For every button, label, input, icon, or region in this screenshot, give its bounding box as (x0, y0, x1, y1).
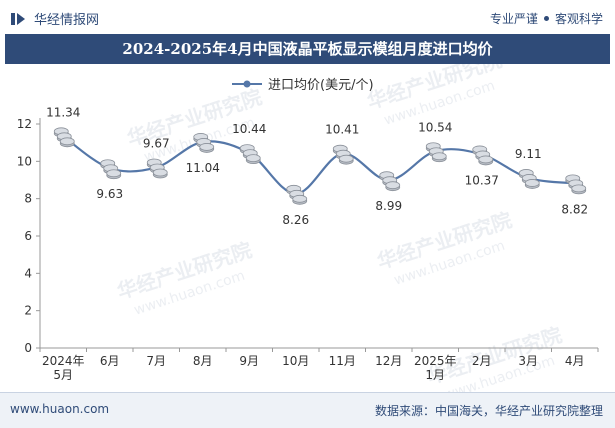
x-tick-label: 2024年 5月 (42, 354, 85, 382)
data-point (100, 159, 122, 180)
data-point (565, 174, 587, 195)
data-point (379, 171, 401, 192)
x-tick-label: 3月 (518, 354, 538, 368)
data-label: 11.04 (186, 161, 220, 175)
brand: 华经情报网 (10, 9, 99, 28)
tagline-left: 专业严谨 (489, 12, 538, 26)
data-label: 9.63 (96, 187, 123, 201)
data-point (239, 144, 261, 165)
tagline-dot-icon (543, 16, 549, 21)
coin-icon (199, 143, 215, 151)
x-tick-label-line: 2025年 (414, 354, 457, 368)
y-tick-label: 0 (24, 341, 32, 355)
brand-name: 华经情报网 (34, 13, 100, 28)
x-tick-label-line: 3月 (518, 354, 538, 368)
x-tick-label-line: 4月 (565, 354, 585, 368)
x-tick-label-line: 10月 (282, 354, 309, 368)
data-labels: 11.34 9.63 9.67 11.04 10.44 8.26 10.41 8.99 10.5… (46, 105, 588, 226)
coin-icon (431, 152, 447, 161)
coin-icon (478, 155, 494, 164)
x-tick-label: 11月 (329, 354, 356, 368)
x-tick-label-line: 8月 (193, 354, 213, 368)
data-label: 11.34 (46, 105, 80, 119)
data-label: 10.37 (465, 173, 499, 187)
y-tick-label: 4 (24, 266, 32, 280)
coin-icon (571, 184, 587, 193)
brand-logo-icon (11, 12, 25, 25)
data-label: 8.82 (561, 202, 588, 216)
x-tick-label: 2025年 1月 (414, 354, 457, 382)
legend: 进口均价(美元/个) (232, 78, 374, 93)
x-tick-label: 10月 (282, 354, 309, 368)
x-tick-label-line: 2月 (472, 354, 492, 368)
coin-icon (59, 137, 75, 146)
x-tick-label-line: 1月 (425, 368, 445, 382)
chart-title: 2024-2025年4月中国液晶平板显示模组月度进口均价 (5, 34, 610, 64)
tagline-right: 客观科学 (554, 12, 603, 26)
x-tick-label: 6月 (100, 354, 120, 368)
x-tick-label: 4月 (565, 354, 585, 368)
y-tick-label: 8 (24, 192, 32, 206)
x-tick-label-line: 7月 (146, 354, 166, 368)
y-tick-label: 6 (24, 229, 32, 243)
legend-label: 进口均价(美元/个) (268, 78, 374, 93)
tagline: 专业严谨 客观科学 (490, 10, 603, 27)
x-tick-label: 12月 (375, 354, 402, 368)
data-label: 9.11 (515, 147, 542, 161)
x-tick-label-line: 9月 (239, 354, 259, 368)
footer: www.huaon.com 数据来源：中国海关，华经产业研究院整理 (0, 392, 615, 428)
y-tick-label: 10 (17, 154, 32, 168)
data-label: 10.54 (418, 120, 452, 134)
series-layer (53, 127, 587, 205)
coin-icon (245, 154, 261, 163)
coin-icon (338, 154, 354, 163)
top-bar: 华经情报网 专业严谨 客观科学 (0, 0, 615, 34)
data-point (146, 158, 168, 179)
data-label: 9.67 (143, 136, 170, 150)
x-tick-label-line: 2024年 (42, 354, 85, 368)
data-point (286, 184, 308, 205)
x-tick-label-line: 11月 (329, 354, 356, 368)
x-tick-label: 9月 (239, 354, 259, 368)
x-tick-label: 2月 (472, 354, 492, 368)
coin-icon (524, 179, 540, 187)
x-tick-label: 7月 (146, 354, 166, 368)
x-tick-label-line: 12月 (375, 354, 402, 368)
data-point (332, 144, 354, 165)
x-tick-label-line: 6月 (100, 354, 120, 368)
y-tick-label: 2 (24, 304, 32, 318)
x-tick-label: 8月 (193, 354, 213, 368)
data-label: 8.26 (282, 213, 309, 227)
coin-icon (152, 168, 168, 177)
coin-icon (385, 181, 401, 190)
coin-icon (106, 169, 122, 178)
data-point (53, 127, 75, 148)
data-label: 10.44 (232, 122, 266, 136)
footer-url: www.huaon.com (10, 402, 110, 416)
data-point (193, 133, 215, 153)
axes: 0 2 4 6 8 10 12 2024年 5月 6月 7月 8月 9月 10月 11月 12月 2025年 1月… (17, 117, 599, 382)
data-point (472, 145, 494, 166)
data-point (518, 169, 540, 189)
coin-icon (292, 194, 308, 203)
data-point (425, 142, 447, 163)
y-tick-label: 12 (17, 117, 32, 131)
legend-marker-icon (243, 80, 251, 88)
data-label: 10.41 (325, 123, 359, 137)
footer-source: 数据来源：中国海关，华经产业研究院整理 (374, 404, 603, 418)
x-tick-label-line: 5月 (53, 368, 73, 382)
data-label: 8.99 (375, 199, 402, 213)
